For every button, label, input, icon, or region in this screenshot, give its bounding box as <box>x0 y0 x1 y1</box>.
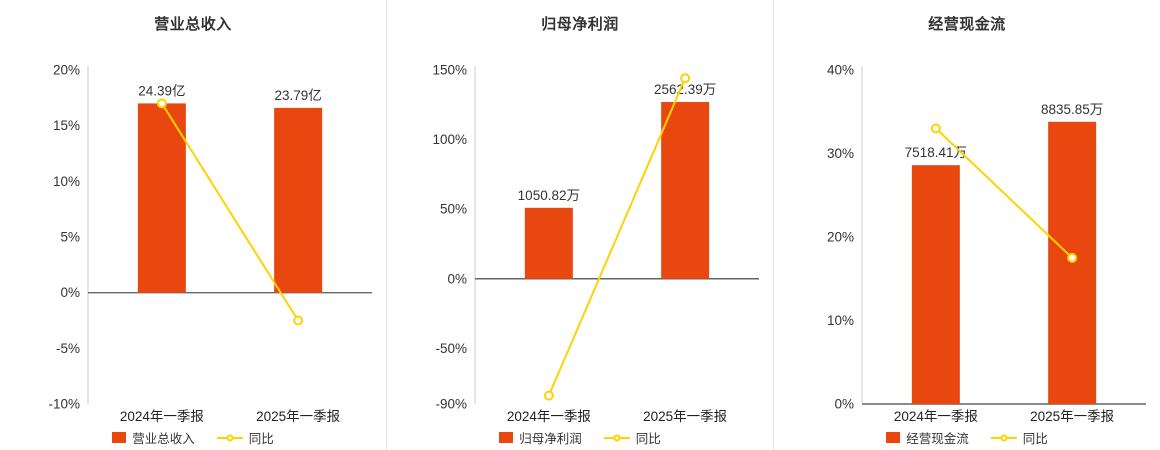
yoy-marker[interactable] <box>156 98 167 109</box>
y-tick-label: 20% <box>53 63 80 78</box>
legend-item-bar: 归母净利润 <box>499 428 582 447</box>
operating-cash-flow-chart: 40% 30% 20% 10% 0% 7518.41万 8835.85万 2024年一季报 20… <box>827 63 1146 424</box>
bar-value-label: 23.79亿 <box>275 88 322 103</box>
y-tick-label: 150% <box>432 63 467 78</box>
yoy-line[interactable] <box>160 102 300 322</box>
bar[interactable] <box>524 207 573 279</box>
y-tick-label: 10% <box>53 174 80 189</box>
y-tick-label: 30% <box>827 146 854 161</box>
net-profit-chart: 150% 100% 50% 0% -50% -90% 1050.82万 2562.39万 202… <box>432 63 759 424</box>
y-tick-label: 0% <box>447 271 467 286</box>
legend-item-bar: 经营现金流 <box>886 428 969 447</box>
line-marker-icon <box>603 434 630 441</box>
chart-legend-operating-cash-flow: 经营现金流 同比 <box>774 428 1160 447</box>
yoy-marker[interactable] <box>930 123 941 134</box>
chart-panel-operating-revenue: 营业总收入 20% 15% 10% 5% 0% -5% -10% 24.39亿 23.79亿 20… <box>0 0 387 450</box>
y-tick-label: 0% <box>834 397 854 412</box>
bar[interactable] <box>911 165 960 404</box>
bar-swatch-icon <box>886 432 901 443</box>
chart-legend-net-profit: 归母净利润 同比 <box>387 428 773 447</box>
y-tick-label: 0% <box>60 285 80 300</box>
x-axis-label: 2025年一季报 <box>643 409 727 424</box>
bar-swatch-icon <box>499 432 514 443</box>
chart-panel-operating-cash-flow: 经营现金流 40% 30% 20% 10% 0% 7518.41万 8835.85万 2024… <box>774 0 1160 450</box>
legend-label-bar: 经营现金流 <box>906 432 969 446</box>
legend-label-line: 同比 <box>1022 432 1048 446</box>
legend-item-line: 同比 <box>990 428 1048 447</box>
line-marker-icon <box>990 434 1017 441</box>
x-axis-label: 2024年一季报 <box>507 409 591 424</box>
bar[interactable] <box>661 102 710 279</box>
bar[interactable] <box>1048 121 1097 405</box>
y-tick-label: -5% <box>56 341 80 356</box>
y-tick-label: 100% <box>432 132 467 147</box>
bar[interactable] <box>274 107 323 293</box>
yoy-line[interactable] <box>547 77 687 396</box>
legend-item-bar: 营业总收入 <box>112 428 195 447</box>
yoy-marker[interactable] <box>293 315 304 326</box>
legend-label-bar: 营业总收入 <box>132 432 195 446</box>
y-tick-label: 40% <box>827 63 854 78</box>
yoy-marker[interactable] <box>680 73 691 84</box>
y-tick-label: 15% <box>53 118 80 133</box>
y-tick-label: 10% <box>827 313 854 328</box>
y-tick-label: -90% <box>435 397 467 412</box>
legend-label-bar: 归母净利润 <box>519 432 582 446</box>
yoy-line[interactable] <box>935 127 1073 259</box>
line-marker-icon <box>216 434 243 441</box>
y-tick-label: -50% <box>435 341 467 356</box>
chart-panel-net-profit: 归母净利润 150% 100% 50% 0% -50% -90% 1050.82万 2562.… <box>387 0 774 450</box>
legend-item-line: 同比 <box>216 428 274 447</box>
bar-value-label: 7518.41万 <box>905 145 967 160</box>
bar-value-label: 24.39亿 <box>138 83 185 98</box>
yoy-marker[interactable] <box>1067 252 1078 263</box>
chart-legend-operating-revenue: 营业总收入 同比 <box>0 428 386 447</box>
x-axis-label: 2024年一季报 <box>894 409 978 424</box>
x-axis-label: 2025年一季报 <box>256 409 340 424</box>
x-axis-label: 2024年一季报 <box>120 409 204 424</box>
y-tick-label: -10% <box>48 397 80 412</box>
chart-title-operating-cash-flow: 经营现金流 <box>928 16 1006 33</box>
x-axis-label: 2025年一季报 <box>1030 409 1114 424</box>
legend-item-line: 同比 <box>603 428 661 447</box>
bar-value-label: 8835.85万 <box>1041 102 1103 117</box>
chart-title-net-profit: 归母净利润 <box>541 16 619 33</box>
y-tick-label: 50% <box>440 202 467 217</box>
chart-title-operating-revenue: 营业总收入 <box>154 16 232 33</box>
bar-value-label: 1050.82万 <box>518 188 580 203</box>
legend-label-line: 同比 <box>248 432 274 446</box>
bar[interactable] <box>137 103 186 293</box>
y-tick-label: 20% <box>827 230 854 245</box>
yoy-marker[interactable] <box>543 390 554 401</box>
bar-swatch-icon <box>112 432 127 443</box>
legend-label-line: 同比 <box>635 432 661 446</box>
y-tick-label: 5% <box>60 230 80 245</box>
bar-value-label: 2562.39万 <box>654 82 716 97</box>
operating-revenue-chart: 20% 15% 10% 5% 0% -5% -10% 24.39亿 23.79亿 2024年一季报… <box>48 63 372 424</box>
